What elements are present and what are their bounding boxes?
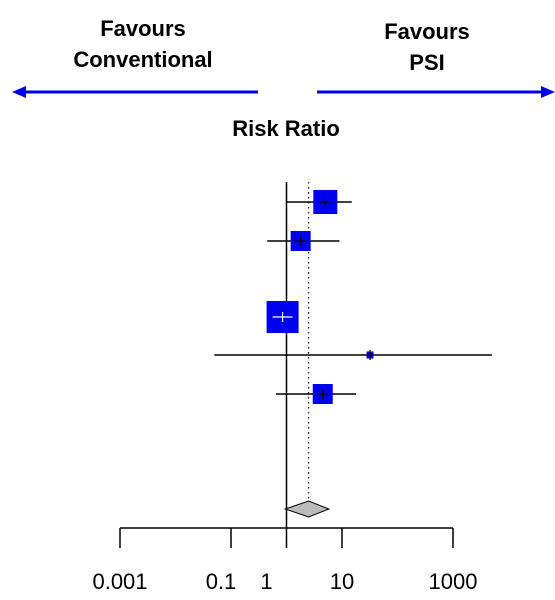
pooled-diamond xyxy=(283,500,331,518)
left-arrow xyxy=(12,86,258,98)
chart-title: Risk Ratio xyxy=(232,116,340,141)
favours-left-header: Favours Conventional xyxy=(73,16,212,72)
x-tick-label: 0.1 xyxy=(206,569,237,594)
x-tick-label: 10 xyxy=(330,569,354,594)
x-tick-label: 1000 xyxy=(429,569,478,594)
x-tick-label: 1 xyxy=(260,569,272,594)
left-arrow-head xyxy=(12,86,26,98)
plot-area: 0.001 0.1 1 10 1000 xyxy=(92,182,492,594)
favours-left-line-1: Favours xyxy=(100,16,186,41)
favours-right-header: Favours PSI xyxy=(384,19,470,75)
favours-right-line-1: Favours xyxy=(384,19,470,44)
favours-left-line-2: Conventional xyxy=(73,47,212,72)
x-tick-label: 0.001 xyxy=(92,569,147,594)
right-arrow xyxy=(317,86,555,98)
favours-right-line-2: PSI xyxy=(409,50,444,75)
right-arrow-head xyxy=(541,86,555,98)
